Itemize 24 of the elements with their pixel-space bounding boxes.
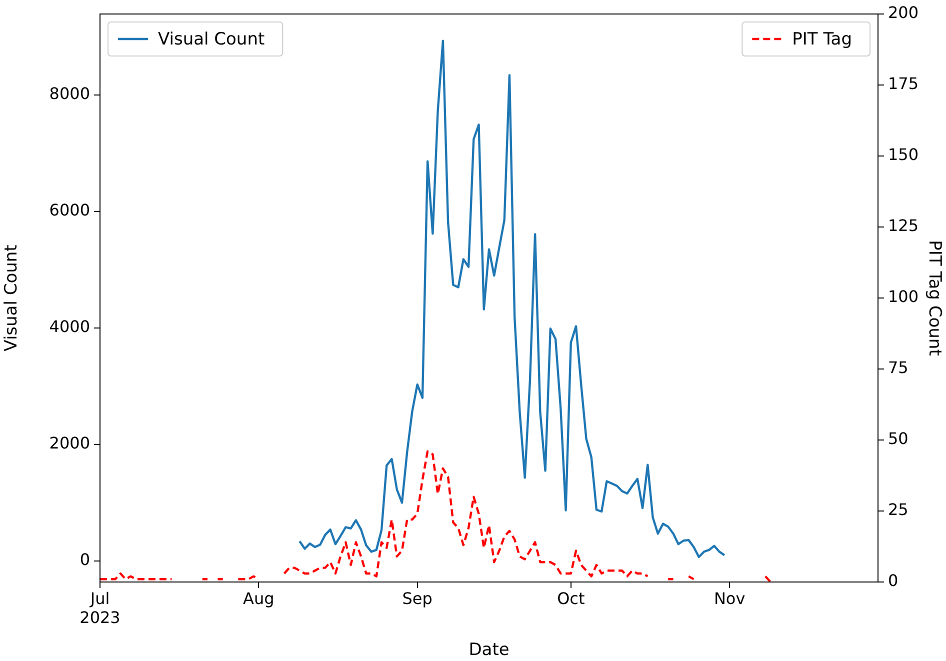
x-tick-label: Aug	[243, 588, 274, 608]
y2-tick-label: 75	[888, 358, 908, 378]
x-tick-label: Sep	[402, 588, 432, 608]
y2-axis-title: PIT Tag Count	[924, 240, 944, 356]
y-tick-label: 8000	[49, 84, 90, 104]
x-axis-title: Date	[468, 640, 510, 660]
legend-label: PIT Tag	[792, 29, 852, 50]
y2-tick-label: 0	[888, 571, 898, 590]
y2-tick-label: 125	[888, 216, 919, 236]
y2-tick-label: 175	[888, 74, 919, 94]
y2-tick-label: 25	[888, 500, 908, 520]
y2-tick-label: 200	[888, 3, 919, 22]
x-tick-label: Nov	[714, 588, 746, 608]
x-tick-label: Oct	[557, 588, 585, 608]
y-tick-label: 6000	[49, 200, 90, 220]
x-tick-label: Jul 2023	[80, 588, 120, 627]
y2-tick-label: 100	[888, 287, 919, 306]
legend-label: Visual Count	[158, 29, 265, 50]
y-axis-title: Visual Count	[2, 244, 22, 352]
y-tick-label: 4000	[49, 317, 90, 336]
y-tick-label: 0	[80, 550, 90, 570]
y2-tick-label: 150	[888, 145, 919, 164]
y2-tick-label: 50	[888, 429, 908, 448]
y-tick-label: 2000	[49, 434, 90, 453]
